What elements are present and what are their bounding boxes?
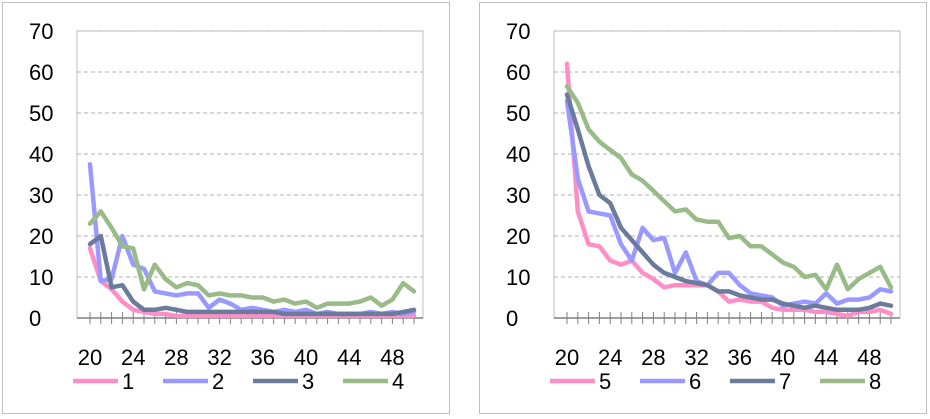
x-tick-label: 48 [380,345,404,370]
chart-panel-right: 0 10 20 30 40 50 60 70 20 24 28 32 36 40 44 48 5 6 7 8 [479,2,927,414]
line-chart-left: 0 10 20 30 40 50 60 70 20 24 28 32 36 40 44 48 1 2 3 4 [29,19,424,394]
x-tick-label: 20 [555,345,579,370]
y-tick-label: 50 [29,101,53,126]
y-tick-label: 20 [506,224,530,249]
series-line-7 [564,92,894,313]
x-tick-label: 36 [251,345,275,370]
y-tick-label: 0 [506,306,518,331]
y-tick-label: 60 [506,60,530,85]
y-tick-label: 10 [29,265,53,290]
legend-label-1: 1 [122,369,134,394]
series-line-4 [87,209,417,311]
series-line-5 [564,61,894,319]
x-tick-label: 48 [857,345,881,370]
x-tick-label: 44 [814,345,838,370]
x-tick-label: 28 [641,345,665,370]
y-tick-label: 70 [29,19,53,44]
series-line-6 [564,98,894,308]
x-tick-label: 28 [164,345,188,370]
y-tick-label: 0 [29,306,41,331]
y-tick-label: 30 [29,183,53,208]
x-tick-label: 40 [294,345,318,370]
legend-label-3: 3 [302,369,314,394]
x-tick-label: 24 [598,345,622,370]
y-tick-label: 30 [506,183,530,208]
y-tick-label: 60 [29,60,53,85]
x-tick-label: 32 [684,345,708,370]
x-tick-label: 36 [728,345,752,370]
legend-label-2: 2 [212,369,224,394]
series-line-8 [564,84,894,292]
legend-label-8: 8 [869,369,881,394]
line-chart-right: 0 10 20 30 40 50 60 70 20 24 28 32 36 40 44 48 5 6 7 8 [506,19,901,394]
y-tick-label: 40 [506,142,530,167]
x-tick-label: 40 [771,345,795,370]
legend-label-6: 6 [689,369,701,394]
x-tick-label: 24 [121,345,145,370]
y-tick-label: 20 [29,224,53,249]
x-tick-label: 20 [78,345,102,370]
plot-area [553,30,901,319]
chart-panel-left: 0 10 20 30 40 50 60 70 20 24 28 32 36 40 44 48 1 2 3 4 [2,2,450,414]
y-tick-label: 40 [29,142,53,167]
legend-label-5: 5 [599,369,611,394]
plot-area [76,30,424,319]
legend-label-4: 4 [392,369,404,394]
series-line-3 [87,233,417,317]
x-tick-label: 32 [207,345,231,370]
y-tick-label: 10 [506,265,530,290]
y-tick-label: 70 [506,19,530,44]
legend-label-7: 7 [779,369,791,394]
y-tick-label: 50 [506,101,530,126]
x-tick-label: 44 [337,345,361,370]
